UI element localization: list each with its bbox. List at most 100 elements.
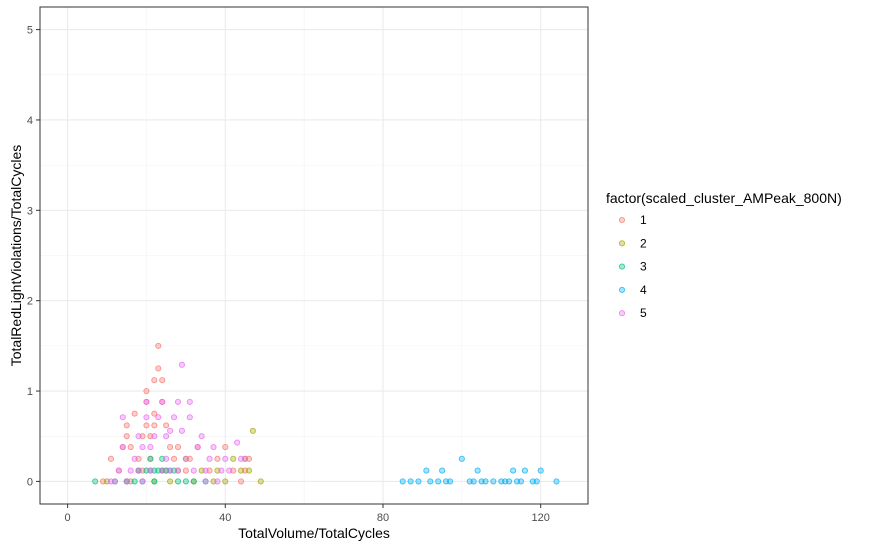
x-tick-label: 80: [377, 512, 389, 524]
y-axis-title: TotalRedLightViolations/TotalCycles: [8, 145, 24, 367]
data-point-series-5: [186, 414, 193, 421]
data-point-series-5: [131, 455, 138, 462]
data-point-series-1: [214, 455, 221, 462]
data-point-series-5: [163, 433, 170, 440]
legend-key-3: [618, 263, 626, 270]
data-point-series-5: [210, 444, 217, 451]
data-point-series-5: [147, 444, 154, 451]
data-point-series-4: [399, 478, 406, 485]
data-point-series-1: [155, 342, 162, 349]
legend-label-4: 4: [640, 283, 647, 297]
data-point-series-4: [553, 478, 560, 485]
data-point-series-5: [241, 455, 249, 462]
x-tick-label: 120: [532, 512, 550, 524]
data-point-series-1: [151, 422, 158, 429]
data-point-series-4: [423, 467, 430, 474]
data-point-series-4: [446, 478, 454, 485]
plot-border: [39, 6, 589, 505]
data-points: [92, 342, 560, 485]
data-point-series-5: [127, 467, 134, 474]
data-point-series-4: [506, 478, 513, 485]
data-point-series-4: [510, 467, 517, 474]
data-point-series-4: [517, 478, 525, 485]
legend-label-1: 1: [640, 213, 647, 227]
data-point-series-5: [202, 478, 209, 485]
y-tick-label: 4: [27, 115, 33, 127]
data-point-series-1: [170, 455, 178, 462]
data-point-series-5: [159, 467, 166, 474]
legend-key-2: [618, 240, 626, 247]
data-point-series-3: [131, 478, 138, 485]
data-point-series-1: [151, 410, 158, 417]
data-point-series-1: [131, 410, 138, 417]
data-point-series-5: [222, 455, 229, 462]
data-point-series-2: [245, 467, 252, 474]
data-point-series-5: [139, 444, 146, 451]
data-point-series-4: [415, 478, 422, 485]
data-point-series-4: [537, 467, 544, 474]
data-point-series-5: [159, 398, 166, 405]
legend: factor(scaled_cluster_AMPeak_800N) 1 2 3 4 5: [606, 190, 842, 320]
data-point-series-4: [407, 478, 414, 485]
data-point-series-1: [123, 433, 130, 440]
data-point-series-5: [174, 398, 182, 405]
data-point-series-5: [178, 427, 185, 434]
x-tick-label: 40: [219, 512, 231, 524]
y-tick-label: 3: [27, 205, 33, 217]
data-point-series-5: [194, 444, 201, 451]
grid-lines: [40, 7, 588, 504]
data-point-series-5: [186, 398, 193, 405]
data-point-series-5: [167, 467, 174, 474]
data-point-series-4: [490, 478, 497, 485]
data-point-series-4: [427, 478, 434, 485]
data-point-series-4: [435, 478, 442, 485]
data-point-series-5: [170, 414, 178, 421]
y-tick-label: 2: [27, 296, 33, 308]
data-point-series-5: [135, 467, 142, 474]
x-axis-title: TotalVolume/TotalCycles: [238, 525, 390, 541]
data-point-series-5: [143, 414, 150, 421]
data-point-series-2: [230, 455, 237, 462]
data-point-series-5: [202, 467, 209, 474]
legend-key-4: [618, 286, 626, 293]
data-point-series-2: [249, 427, 256, 434]
data-point-series-1: [163, 422, 170, 429]
data-point-series-1: [238, 478, 245, 485]
data-point-series-5: [119, 444, 126, 451]
y-axis-ticks: 0 1 2 3 4 5: [27, 25, 40, 488]
data-point-series-1: [107, 455, 115, 462]
data-point-series-1: [167, 444, 174, 451]
x-axis-ticks: 0 40 80 120: [65, 504, 550, 524]
data-point-series-2: [167, 478, 174, 485]
data-point-series-4: [439, 467, 446, 474]
data-point-series-5: [163, 455, 170, 462]
data-point-series-5: [178, 361, 185, 368]
data-point-series-1: [159, 377, 166, 384]
data-point-series-3: [147, 455, 154, 462]
data-point-series-5: [218, 467, 225, 474]
data-point-series-5: [151, 433, 158, 440]
data-point-series-5: [190, 467, 197, 474]
data-point-series-5: [111, 478, 118, 485]
data-point-series-3: [190, 478, 197, 485]
x-tick-label: 0: [65, 512, 71, 524]
data-point-series-4: [533, 478, 540, 485]
data-point-series-5: [135, 433, 142, 440]
legend-title: factor(scaled_cluster_AMPeak_800N): [606, 190, 842, 206]
data-point-series-5: [198, 433, 205, 440]
data-point-series-5: [167, 427, 174, 434]
data-point-series-1: [123, 422, 130, 429]
data-point-series-1: [182, 467, 189, 474]
data-point-series-5: [115, 467, 122, 474]
data-point-series-5: [139, 478, 146, 485]
data-point-series-4: [458, 455, 465, 462]
data-point-series-3: [174, 478, 182, 485]
data-point-series-1: [151, 377, 158, 384]
legend-label-2: 2: [640, 236, 647, 250]
data-point-series-5: [226, 467, 233, 474]
data-point-series-5: [147, 467, 154, 474]
data-point-series-4: [470, 478, 477, 485]
data-point-series-5: [182, 455, 189, 462]
legend-label-5: 5: [640, 306, 647, 320]
